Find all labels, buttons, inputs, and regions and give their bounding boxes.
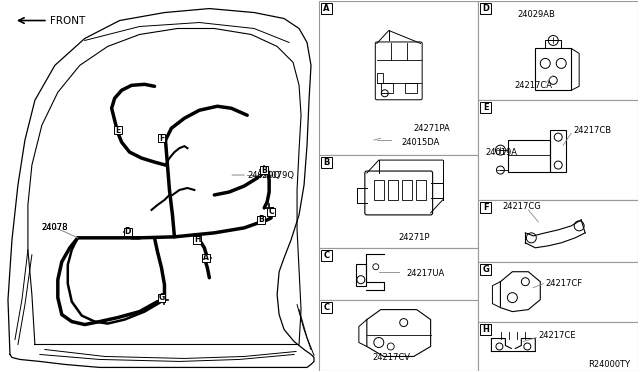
Bar [202,254,211,262]
Bar [124,228,132,236]
Text: 24079Q: 24079Q [247,170,280,180]
Bar [479,1,638,100]
Bar [479,200,638,262]
Text: 24217CE: 24217CE [538,331,576,340]
Bar [257,216,265,224]
Text: C: C [268,208,274,217]
Text: 24217CA: 24217CA [515,81,552,90]
Bar [508,140,550,172]
Bar [321,157,332,168]
Text: C: C [323,251,330,260]
Bar [481,3,492,13]
Bar [481,202,492,213]
Text: G: G [483,265,490,274]
Text: B: B [259,215,264,224]
Bar [321,3,332,13]
Bar [550,130,566,172]
Text: 24029AB: 24029AB [517,10,556,19]
Text: 24217CG: 24217CG [502,202,541,211]
Text: 24217CB: 24217CB [573,126,611,135]
Bar [404,83,417,93]
Text: FRONT: FRONT [50,16,85,26]
Bar [479,100,638,200]
Text: F: F [483,203,489,212]
Text: R24000TY: R24000TY [588,360,630,369]
Bar [377,73,383,83]
Text: F: F [159,134,164,142]
Text: G: G [158,293,164,302]
Text: A: A [204,253,209,262]
Bar [388,180,397,200]
Bar [319,1,479,155]
Bar [535,48,571,90]
Bar [267,208,275,216]
Text: 24015DA: 24015DA [402,138,440,147]
Bar [381,83,393,93]
Text: H: H [194,235,200,244]
Bar [479,321,638,371]
Text: B: B [323,158,330,167]
Text: B: B [261,166,267,174]
Text: 24217UA: 24217UA [406,269,445,278]
Text: E: E [483,103,489,112]
Bar [356,264,366,286]
Bar [416,180,426,200]
Text: 24217CV: 24217CV [372,353,411,362]
Bar [481,264,492,275]
Bar [321,250,332,261]
Text: 24217CF: 24217CF [545,279,582,288]
Bar [157,134,166,142]
Text: H: H [483,324,490,334]
Bar [319,299,479,371]
Text: 24078: 24078 [42,223,68,232]
Bar [481,102,492,113]
Bar [157,294,166,302]
Text: E: E [115,126,120,135]
Bar [402,180,412,200]
Bar [481,324,492,334]
Text: 24271PA: 24271PA [413,124,451,133]
Text: 24079Q: 24079Q [261,170,294,180]
Text: 24078: 24078 [42,223,68,232]
Bar [193,236,202,244]
Bar [319,248,479,299]
Text: D: D [124,227,131,236]
Text: 24271P: 24271P [399,233,430,242]
Bar [114,126,122,134]
Bar [479,262,638,321]
Text: D: D [483,4,490,13]
Text: C: C [323,302,330,312]
Text: A: A [323,4,330,13]
Bar [321,302,332,312]
Bar [319,155,479,248]
Bar [374,180,384,200]
Text: 24019A: 24019A [486,148,518,157]
Bar [260,166,268,174]
